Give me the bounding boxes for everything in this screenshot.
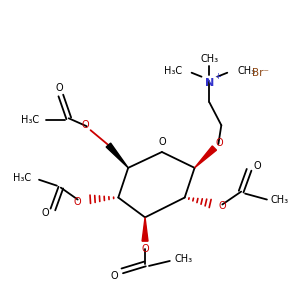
Text: N: N [205,78,214,88]
Text: O: O [82,120,89,130]
Polygon shape [142,218,148,241]
Text: CH₃: CH₃ [237,66,255,76]
Text: Br⁻: Br⁻ [253,68,269,78]
Text: CH₃: CH₃ [175,254,193,264]
Text: CH₃: CH₃ [200,54,218,64]
Text: O: O [74,196,82,206]
Text: CH₃: CH₃ [271,194,289,205]
Text: H₃C: H₃C [21,115,39,125]
Text: O: O [55,82,63,93]
Text: +: + [214,72,221,81]
Text: O: O [215,138,223,148]
Text: O: O [218,202,226,212]
Text: O: O [253,161,261,171]
Text: O: O [158,137,166,147]
Polygon shape [195,146,217,168]
Text: O: O [110,271,118,281]
Polygon shape [106,143,128,168]
Text: H₃C: H₃C [164,66,182,76]
Text: O: O [41,208,49,218]
Text: O: O [141,244,149,254]
Text: H₃C: H₃C [13,173,31,183]
